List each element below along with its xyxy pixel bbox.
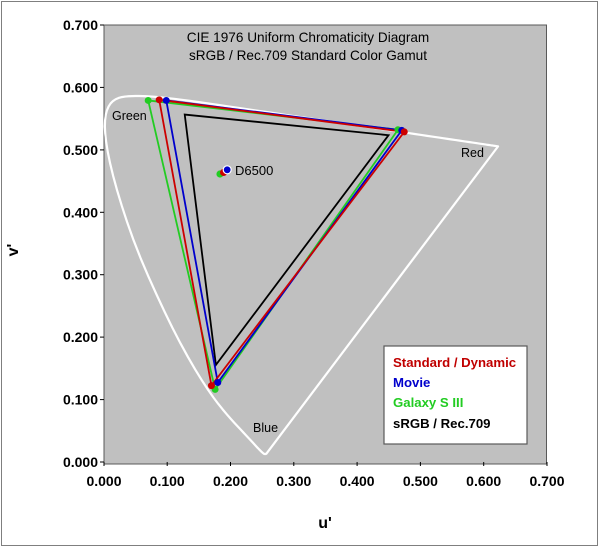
svg-text:v': v' (5, 244, 22, 257)
svg-text:0.200: 0.200 (213, 473, 248, 489)
svg-text:0.400: 0.400 (63, 204, 98, 220)
svg-text:Movie: Movie (393, 375, 430, 390)
svg-text:0.600: 0.600 (466, 473, 501, 489)
svg-text:u': u' (318, 515, 332, 532)
svg-text:0.500: 0.500 (403, 473, 438, 489)
svg-text:0.300: 0.300 (63, 267, 98, 283)
svg-text:0.000: 0.000 (63, 454, 98, 470)
svg-text:Green: Green (112, 109, 147, 123)
svg-text:sRGB / Rec.709 Standard Color: sRGB / Rec.709 Standard Color Gamut (189, 48, 427, 63)
svg-text:0.500: 0.500 (63, 142, 98, 158)
svg-text:0.000: 0.000 (86, 473, 121, 489)
svg-text:0.200: 0.200 (63, 329, 98, 345)
svg-text:D6500: D6500 (235, 163, 273, 178)
svg-text:0.100: 0.100 (63, 392, 98, 408)
svg-text:sRGB / Rec.709: sRGB / Rec.709 (393, 416, 491, 431)
svg-text:Standard / Dynamic: Standard / Dynamic (393, 355, 516, 370)
svg-text:Galaxy S III: Galaxy S III (393, 395, 463, 410)
svg-text:0.600: 0.600 (63, 79, 98, 95)
svg-text:0.700: 0.700 (529, 473, 564, 489)
svg-text:0.100: 0.100 (150, 473, 185, 489)
svg-text:0.300: 0.300 (276, 473, 311, 489)
svg-text:Red: Red (461, 146, 484, 160)
svg-text:Blue: Blue (253, 421, 278, 435)
svg-text:0.700: 0.700 (63, 17, 98, 33)
svg-text:CIE 1976 Uniform Chromaticity: CIE 1976 Uniform Chromaticity Diagram (187, 30, 430, 45)
svg-text:0.400: 0.400 (340, 473, 375, 489)
